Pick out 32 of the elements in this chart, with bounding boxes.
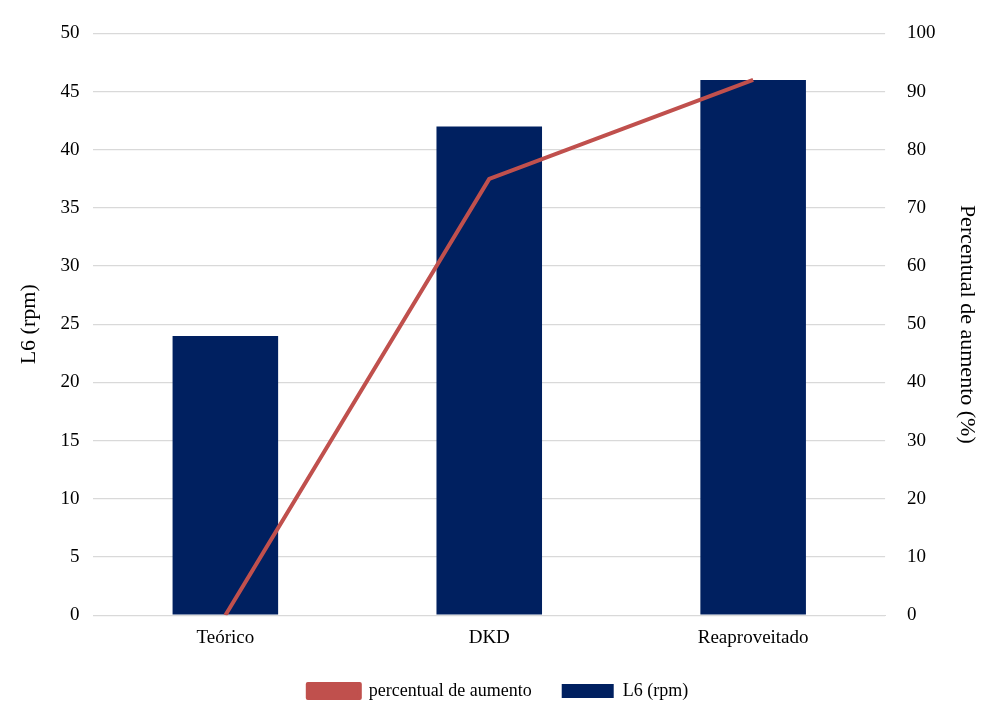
bar (436, 126, 543, 615)
y-tick-label: 20 (60, 370, 80, 392)
y-tick-label: 40 (60, 137, 80, 159)
y2-tick-label: 90 (907, 79, 927, 101)
y-tick-label: 50 (60, 21, 80, 43)
y2-tick-label: 100 (907, 21, 936, 43)
x-tick-label: Teórico (196, 625, 255, 647)
y2-tick-label: 50 (907, 312, 927, 334)
legend-label: L6 (rpm) (622, 679, 689, 701)
y-tick-label: 30 (60, 254, 80, 276)
y2-tick-label: 40 (907, 370, 927, 392)
x-tick-label: Reaproveitado (697, 625, 809, 647)
y2-tick-label: 60 (907, 254, 927, 276)
y2-axis-title: Percentual de aumento (%) (956, 204, 982, 444)
y-tick-label: 45 (60, 79, 80, 101)
bar (700, 79, 806, 615)
y-tick-label: 15 (60, 428, 80, 450)
y-tick-label: 10 (60, 486, 80, 508)
y-tick-label: 25 (60, 312, 80, 334)
y-tick-label: 5 (69, 545, 80, 566)
x-tick-label: DKD (468, 625, 510, 647)
y2-tick-label: 10 (907, 545, 927, 566)
legend-label: percentual de aumento (368, 679, 532, 700)
y-axis-title: L6 (rpm) (14, 284, 40, 365)
y2-tick-label: 70 (907, 195, 927, 217)
y2-tick-label: 80 (907, 137, 927, 159)
y2-tick-label: 0 (907, 603, 917, 625)
bar (172, 335, 279, 615)
y-tick-label: 35 (60, 195, 80, 217)
y2-tick-label: 30 (907, 428, 927, 450)
y2-tick-label: 20 (907, 486, 927, 508)
y-tick-label: 0 (69, 603, 80, 625)
